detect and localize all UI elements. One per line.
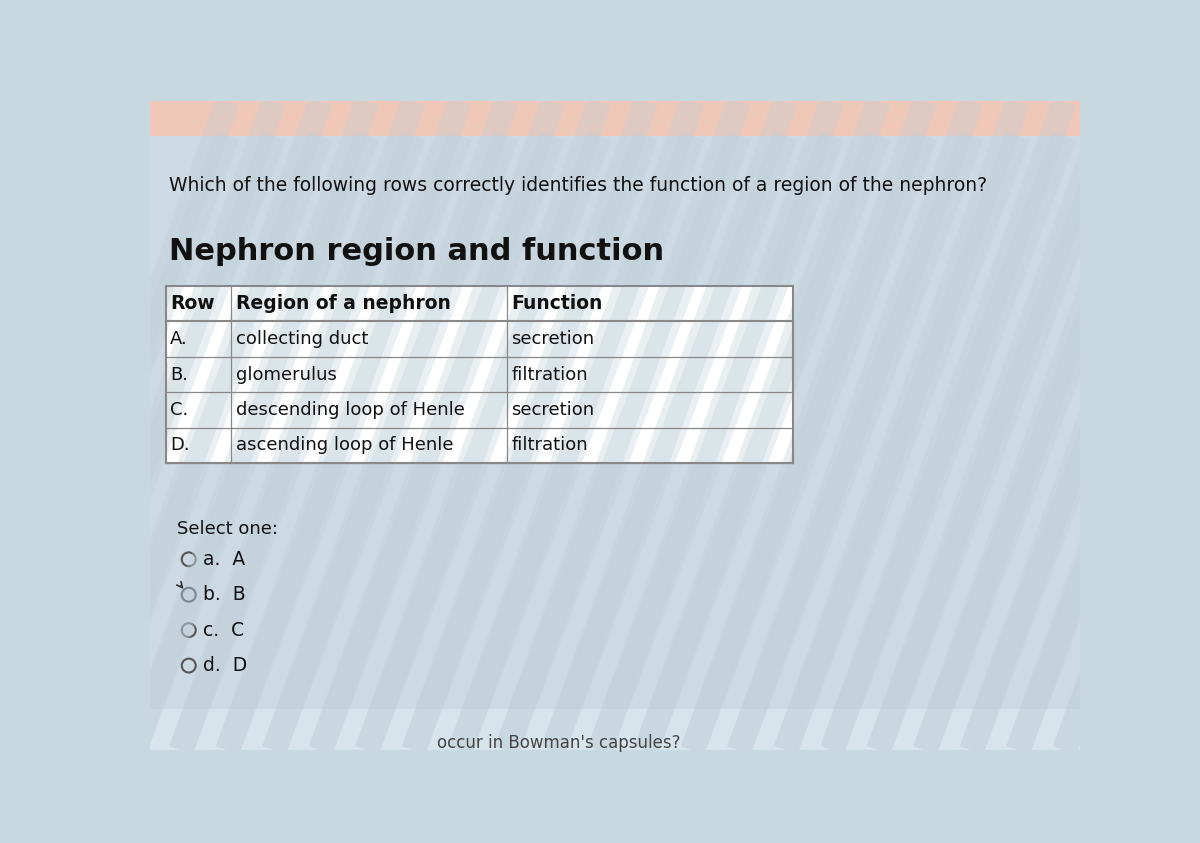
Text: A.: A. xyxy=(170,330,188,348)
Bar xyxy=(166,286,793,463)
Text: B.: B. xyxy=(170,366,188,384)
Text: Row: Row xyxy=(170,294,215,313)
Text: secretion: secretion xyxy=(511,330,594,348)
Text: ascending loop of Henle: ascending loop of Henle xyxy=(236,437,454,454)
Bar xyxy=(150,101,1080,136)
Text: Which of the following rows correctly identifies the function of a region of the: Which of the following rows correctly id… xyxy=(169,176,988,196)
Text: Region of a nephron: Region of a nephron xyxy=(236,294,451,313)
Text: filtration: filtration xyxy=(511,366,588,384)
Text: secretion: secretion xyxy=(511,401,594,419)
Text: C.: C. xyxy=(170,401,188,419)
Text: glomerulus: glomerulus xyxy=(236,366,337,384)
Text: occur in Bowman's capsules?: occur in Bowman's capsules? xyxy=(437,733,680,752)
Text: a.  A: a. A xyxy=(204,550,246,569)
Text: D.: D. xyxy=(170,437,190,454)
Text: Function: Function xyxy=(511,294,602,313)
Text: descending loop of Henle: descending loop of Henle xyxy=(236,401,464,419)
Text: Nephron region and function: Nephron region and function xyxy=(169,237,665,266)
Text: d.  D: d. D xyxy=(204,656,247,675)
Text: filtration: filtration xyxy=(511,437,588,454)
Text: Select one:: Select one: xyxy=(178,519,278,538)
Bar xyxy=(150,710,1080,750)
Text: collecting duct: collecting duct xyxy=(236,330,368,348)
Text: c.  C: c. C xyxy=(204,620,245,640)
Text: b.  B: b. B xyxy=(204,585,246,604)
